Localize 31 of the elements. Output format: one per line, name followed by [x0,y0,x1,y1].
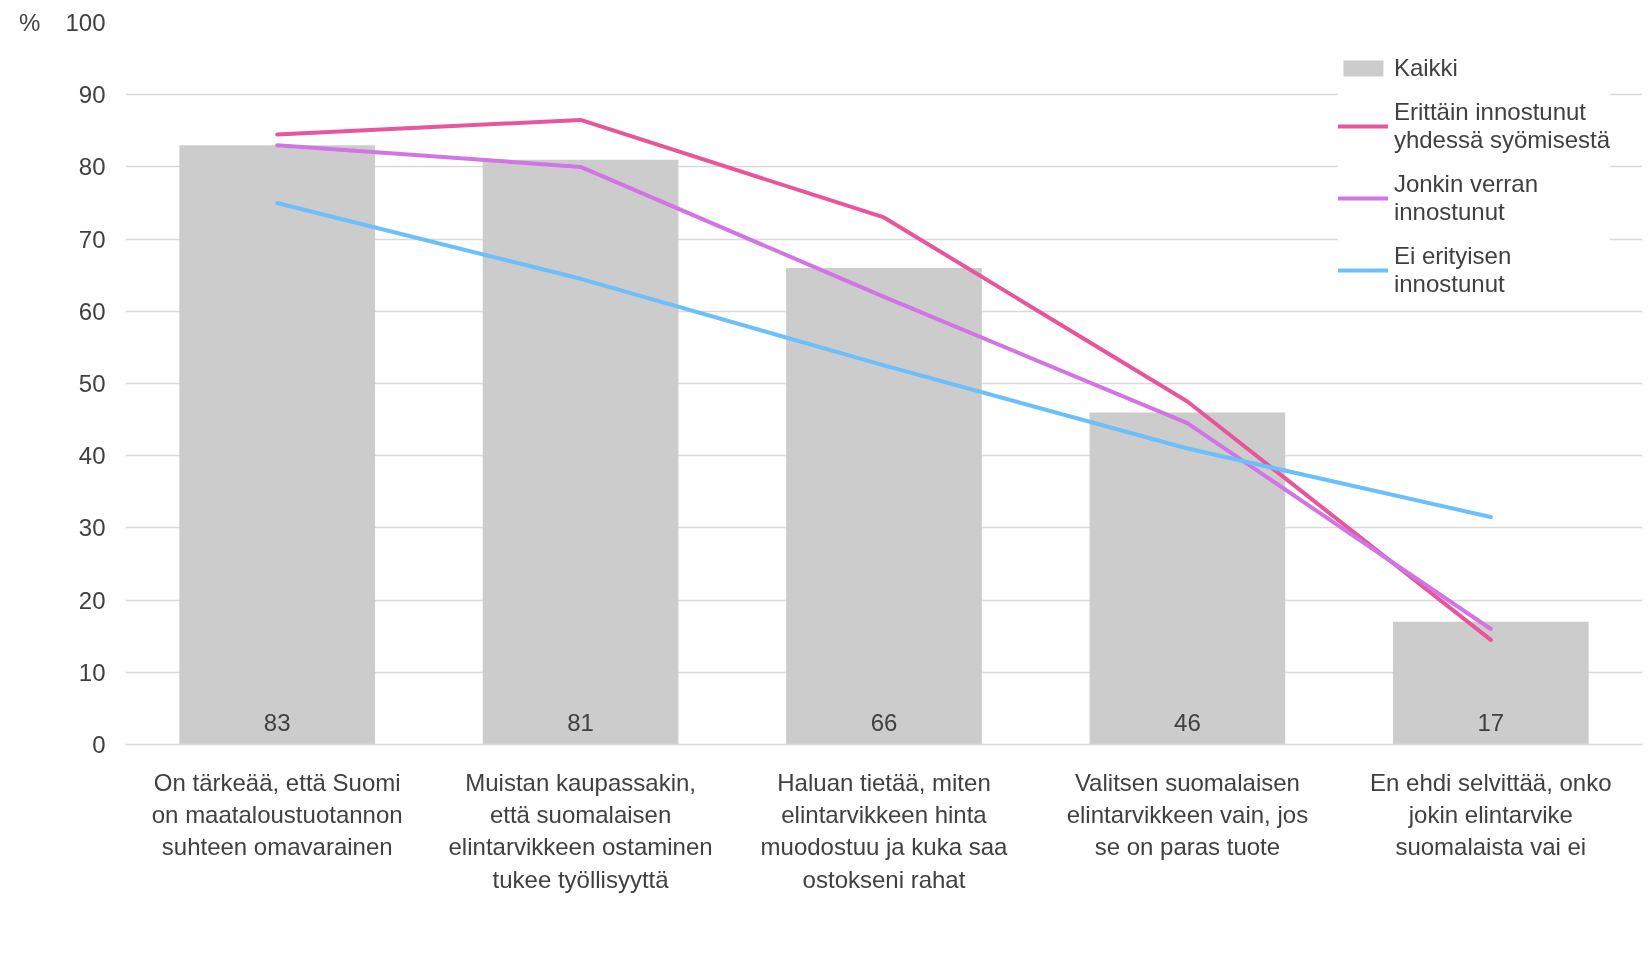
data-label: 66 [870,708,898,736]
y-axis-title: % [19,9,41,36]
y-tick-label: 100 [65,9,106,36]
bar [482,159,679,745]
data-label: 81 [567,708,594,736]
y-tick-label: 20 [78,586,106,614]
y-tick-label: 60 [78,297,106,325]
x-tick-label: Valitsen suomalaisen elintarvikkeen vain, jos se on paras tuote [1066,768,1309,861]
bar [786,267,982,745]
y-tick-label: 90 [78,81,106,109]
y-tick-label: 50 [78,370,106,397]
y-tick-label: 0 [92,731,106,758]
y-tick-label: 30 [78,514,106,542]
data-label: 17 [1477,708,1505,736]
bar [1089,412,1286,745]
x-tick-label: En ehdi selvittää, onko jokin elintarvike suomalaista vai ei [1370,768,1612,861]
y-tick-label: 10 [78,658,106,686]
bar [179,145,376,745]
x-tick-label: Haluan tietää, miten elintarvikkeen hinta muodostuu ja kuka saa ostokseni rahat [760,768,1009,893]
y-tick-label: 80 [78,153,106,181]
bar [1392,621,1589,745]
legend-label: Ei erityisen innostunut [1393,242,1512,298]
y-tick-label: 70 [78,225,106,253]
x-tick-label: On tärkeää, että Suomi on maataloustuotannon suhteen omavarainen [151,768,403,861]
data-label: 83 [263,708,291,736]
legend-label: Erittäin innostunut yhdessä syömisestä [1393,98,1610,154]
x-tick-label: Muistan kaupassakin, että suomalaisen elintarvikkeen ostaminen tukee työllisyyttä [448,768,713,893]
legend-label: Kaikki [1393,54,1458,82]
data-label: 46 [1174,708,1201,736]
y-tick-label: 40 [78,442,106,470]
legend-label: Jonkin verran innostunut [1393,170,1538,226]
